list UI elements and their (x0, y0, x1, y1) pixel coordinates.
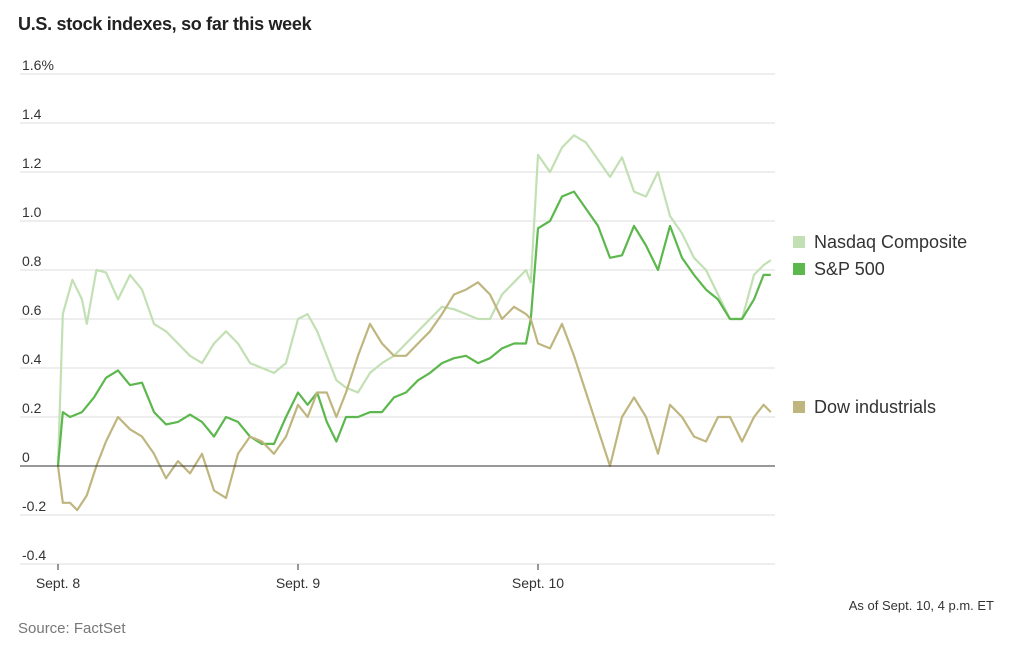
y-tick-label: 0.8 (22, 253, 42, 269)
y-tick-label: 0.2 (22, 400, 42, 416)
legend-label: Dow industrials (814, 397, 936, 417)
source-note: Source: FactSet (18, 620, 126, 637)
legend-label: S&P 500 (814, 259, 885, 279)
legend-swatch (793, 263, 805, 275)
y-tick-label: 0 (22, 449, 30, 465)
x-tick-label: Sept. 8 (36, 575, 81, 591)
series-line-nasdaq-composite (56, 134, 772, 467)
legend-swatch (793, 236, 805, 248)
x-tick-label: Sept. 9 (276, 575, 321, 591)
legend-swatch (793, 401, 805, 413)
chart-title: U.S. stock indexes, so far this week (18, 14, 312, 34)
y-tick-label: 1.6% (22, 57, 54, 73)
y-tick-label: -0.2 (22, 498, 46, 514)
y-tick-label: 1.2 (22, 155, 42, 171)
x-tick-label: Sept. 10 (512, 575, 564, 591)
timestamp-note: As of Sept. 10, 4 p.m. ET (848, 598, 994, 613)
y-tick-label: 0.6 (22, 302, 42, 318)
y-tick-label: -0.4 (22, 547, 46, 563)
y-tick-label: 1.0 (22, 204, 42, 220)
series-line-s-p-500 (56, 190, 771, 467)
y-tick-label: 0.4 (22, 351, 42, 367)
y-tick-label: 1.4 (22, 106, 42, 122)
legend-label: Nasdaq Composite (814, 232, 967, 252)
series-line-dow-industrials (56, 281, 772, 512)
